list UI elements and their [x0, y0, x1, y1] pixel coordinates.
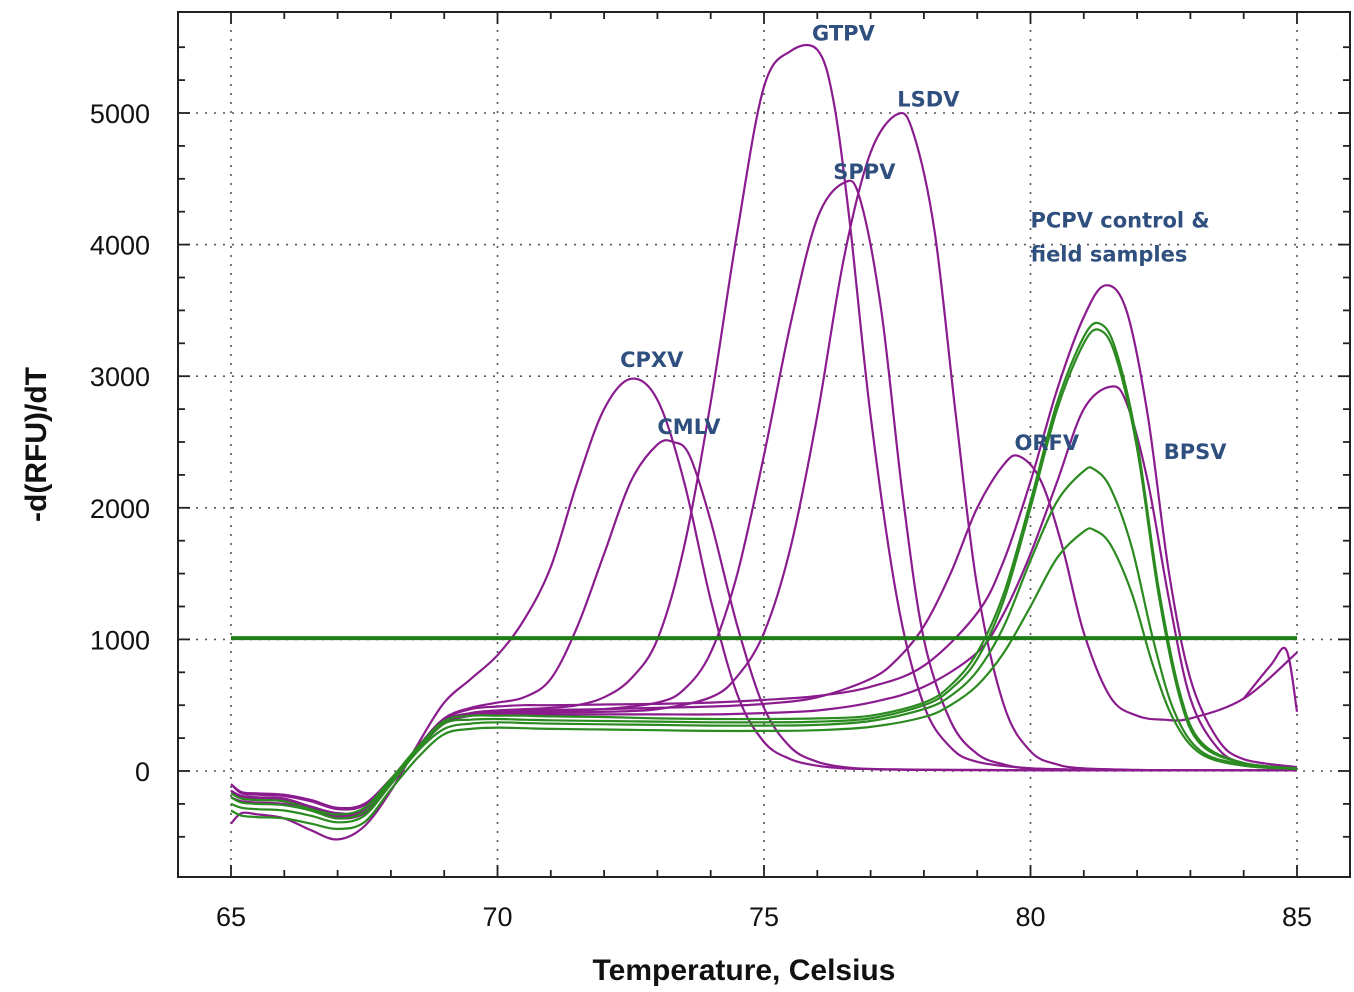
y-axis-title: -d(RFU)/dT: [20, 367, 53, 522]
y-tick-label: 2000: [90, 494, 150, 524]
green-melt-curve: [230, 328, 1298, 820]
y-tick-label: 5000: [90, 99, 150, 129]
x-tick-label: 85: [1282, 902, 1312, 932]
x-tick-label: 80: [1015, 902, 1045, 932]
peak-label: BPSV: [1164, 440, 1228, 464]
peak-label: CMLV: [657, 415, 721, 439]
peak-label: LSDV: [897, 87, 960, 111]
series-lines: [230, 43, 1299, 841]
green-melt-curve: [230, 466, 1298, 824]
peak-label: ORFV: [1015, 431, 1080, 455]
y-tick-label: 1000: [90, 625, 150, 655]
peak-label: GTPV: [812, 22, 876, 46]
purple-melt-curve: [230, 284, 1298, 811]
y-tick-label: 3000: [90, 362, 150, 392]
x-axis-title: Temperature, Celsius: [593, 954, 896, 987]
peak-label: CPXV: [620, 348, 684, 372]
purple-melt-curve: [1242, 646, 1299, 712]
peak-label: SPPV: [833, 160, 896, 184]
purple-melt-curve: [230, 385, 1298, 810]
x-tick-label: 70: [482, 902, 512, 932]
green-melt-curve: [230, 527, 1298, 831]
x-tick-labels: 65 70 75 80 85: [216, 902, 1312, 932]
peak-label: PCPV control &: [1031, 208, 1210, 232]
x-tick-label: 75: [749, 902, 779, 932]
y-tick-label: 4000: [90, 231, 150, 261]
x-tick-label: 65: [216, 902, 246, 932]
peak-label: field samples: [1031, 243, 1188, 267]
axis-ticks: [178, 12, 1350, 877]
y-tick-label: 0: [135, 757, 150, 787]
peak-annotations: GTPV LSDV SPPV PCPV control & field samples C…: [620, 22, 1227, 464]
y-tick-labels: 0 1000 2000 3000 4000 5000: [90, 99, 150, 787]
green-melt-curve: [230, 321, 1298, 816]
